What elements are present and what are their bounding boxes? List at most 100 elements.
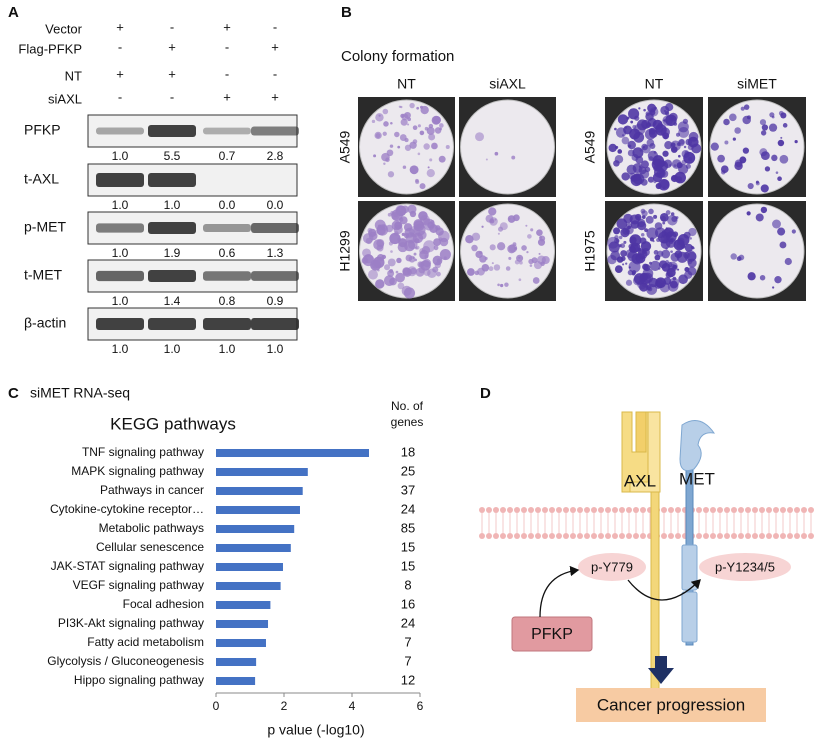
colony xyxy=(755,180,759,184)
colony xyxy=(755,213,764,222)
down-arrow xyxy=(648,656,674,684)
colony xyxy=(397,237,402,242)
colony xyxy=(525,224,528,227)
colony xyxy=(383,162,386,165)
colony xyxy=(674,171,686,184)
colony xyxy=(663,159,673,169)
lipid-head xyxy=(493,533,499,539)
colony xyxy=(488,207,497,216)
colony xyxy=(477,267,485,276)
colony xyxy=(628,260,641,273)
blot-band xyxy=(251,222,299,234)
bar xyxy=(216,544,291,552)
colony xyxy=(409,165,419,175)
bar xyxy=(216,639,266,647)
colony xyxy=(385,157,390,163)
colony xyxy=(431,115,441,125)
blot-band xyxy=(203,224,251,232)
colony xyxy=(527,234,532,239)
colony xyxy=(774,276,782,284)
colony xyxy=(497,283,500,287)
y-tick-label: TNF signaling pathway xyxy=(82,445,204,459)
colony xyxy=(429,158,433,162)
colony xyxy=(497,242,506,251)
colony xyxy=(615,127,627,138)
treatment-sign: + xyxy=(116,66,124,81)
y-tick-label: Cytokine-cytokine receptor… xyxy=(50,502,204,516)
colony xyxy=(649,143,656,149)
colony xyxy=(485,158,488,161)
lipid-head xyxy=(738,507,744,513)
lipid-head xyxy=(556,533,562,539)
colony xyxy=(504,282,509,287)
colony xyxy=(736,256,742,262)
lipid-head xyxy=(731,507,737,513)
colony xyxy=(782,123,788,128)
column-label: siAXL xyxy=(489,76,526,92)
colony xyxy=(467,268,475,276)
lipid-head xyxy=(780,507,786,513)
colony xyxy=(759,148,768,157)
colony xyxy=(613,227,621,235)
colony xyxy=(688,227,697,237)
colony xyxy=(499,222,508,231)
colony xyxy=(511,155,516,160)
colony xyxy=(398,105,402,108)
lipid-head xyxy=(633,507,639,513)
lipid-head xyxy=(486,507,492,513)
y-tick-label: Hippo signaling pathway xyxy=(74,673,204,687)
lipid-head xyxy=(661,507,667,513)
colony xyxy=(665,210,671,215)
panel-letter: A xyxy=(8,4,19,21)
lipid-head xyxy=(612,507,618,513)
colony xyxy=(673,122,678,126)
colony xyxy=(768,123,778,132)
colony xyxy=(389,232,401,245)
colony xyxy=(655,123,667,136)
lipid-head xyxy=(626,533,632,539)
colony xyxy=(685,163,691,169)
lipid-head xyxy=(612,533,618,539)
blot-band xyxy=(148,173,196,187)
row-label: H1299 xyxy=(337,230,353,271)
blot-band xyxy=(203,271,251,281)
site-ellipse xyxy=(578,553,646,581)
blot-band xyxy=(96,223,144,233)
colony xyxy=(518,278,522,282)
blot-band xyxy=(251,271,299,281)
colony xyxy=(434,261,441,269)
lipid-head xyxy=(710,507,716,513)
lipid-head xyxy=(773,507,779,513)
colony xyxy=(687,266,697,276)
colony xyxy=(724,140,729,145)
colony xyxy=(508,244,518,253)
colony xyxy=(383,121,389,127)
colony xyxy=(710,142,719,151)
colony xyxy=(678,163,689,175)
colony xyxy=(791,229,796,234)
lipid-head xyxy=(766,533,772,539)
colony xyxy=(373,154,377,158)
colony xyxy=(526,250,529,254)
colony xyxy=(648,156,654,162)
lipid-head xyxy=(493,507,499,513)
gene-count: 37 xyxy=(401,482,415,497)
colony xyxy=(402,165,407,169)
lipid-head xyxy=(668,507,674,513)
colony xyxy=(403,287,416,299)
colony xyxy=(687,136,699,148)
lipid-head xyxy=(598,533,604,539)
colony xyxy=(419,183,426,190)
blot-band xyxy=(203,318,251,330)
dish xyxy=(709,203,805,299)
met-kinase xyxy=(681,591,698,643)
column-label: NT xyxy=(397,76,416,92)
gene-count: 16 xyxy=(401,596,415,611)
colony xyxy=(676,251,688,263)
colony xyxy=(530,228,534,232)
treatment-sign: + xyxy=(168,66,176,81)
colony xyxy=(678,274,688,285)
colony xyxy=(417,152,421,156)
y-tick-label: MAPK signaling pathway xyxy=(71,464,204,478)
met-head xyxy=(679,420,716,472)
